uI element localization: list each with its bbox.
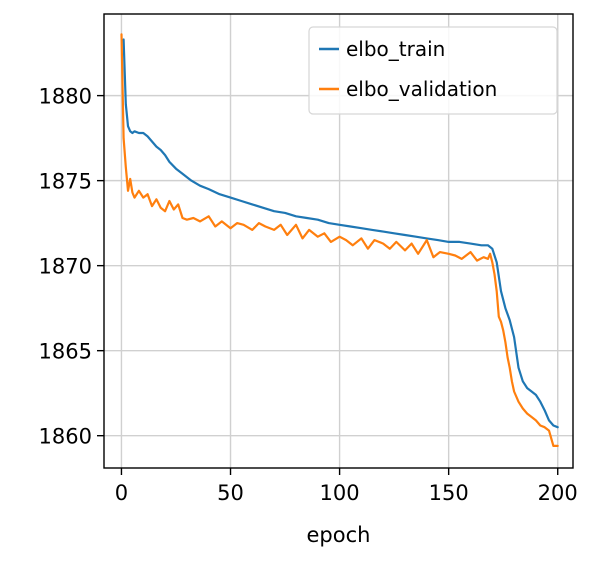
y-tick-label: 1875 (39, 170, 92, 194)
y-axis-ticks: 1860 1865 1870 1875 1880 (39, 85, 104, 449)
legend-label: elbo_validation (346, 77, 497, 101)
series-line-elbo_train (122, 38, 559, 429)
x-axis-ticks: 0 50 100 150 200 (115, 468, 578, 505)
x-tick-label: 50 (217, 481, 244, 505)
plot-frame (103, 13, 574, 469)
legend-box (308, 26, 558, 115)
legend-label: elbo_train (346, 37, 445, 61)
x-tick-label: 100 (320, 481, 360, 505)
y-tick-label: 1860 (39, 425, 92, 449)
x-tick-label: 150 (429, 481, 469, 505)
x-tick-label: 200 (538, 481, 578, 505)
plot-series (120, 33, 559, 447)
x-axis-title: epoch (307, 523, 371, 547)
y-tick-label: 1880 (39, 85, 92, 109)
series-line-elbo_validation (120, 33, 559, 447)
legend: elbo_train elbo_validation (308, 26, 558, 115)
y-tick-label: 1870 (39, 255, 92, 279)
x-tick-label: 0 (115, 481, 128, 505)
y-tick-label: 1865 (39, 340, 92, 364)
